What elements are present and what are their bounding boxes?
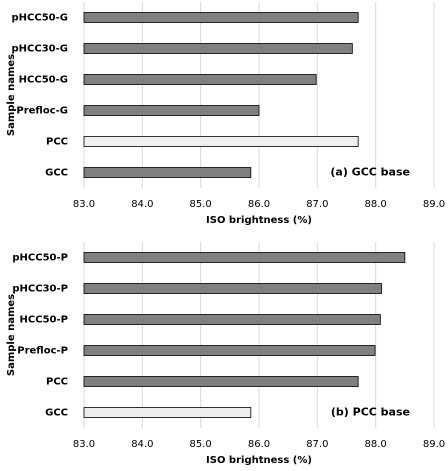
y-tick-label: HCC50-G <box>19 75 68 86</box>
y-tick-label: pHCC30-P <box>12 284 68 295</box>
x-tick-label: 86.0 <box>248 199 270 210</box>
y-tick-label: pHCC50-P <box>12 253 68 264</box>
x-axis-label: ISO brightness (%) <box>206 455 312 466</box>
x-axis-label: ISO brightness (%) <box>206 215 312 226</box>
bar <box>83 105 260 116</box>
bar <box>83 283 382 294</box>
y-axis-label: Sample names <box>6 54 17 136</box>
bar <box>83 12 359 23</box>
annotation: (b) PCC base <box>331 406 410 419</box>
y-tick-label: GCC <box>45 168 68 179</box>
bar <box>83 74 317 85</box>
y-tick-label: Prefloc-G <box>16 106 68 117</box>
bar <box>83 376 359 387</box>
x-tick-label: 87.0 <box>306 439 328 450</box>
bar <box>83 314 381 325</box>
x-tick-label: 83.0 <box>73 439 95 450</box>
x-tick-label: 84.0 <box>131 199 153 210</box>
bar <box>83 252 406 263</box>
annotation: (a) GCC base <box>330 166 410 179</box>
y-tick-label: pHCC50-G <box>12 13 68 24</box>
x-tick-label: 85.0 <box>190 439 212 450</box>
bar <box>83 167 252 178</box>
x-tick-label: 86.0 <box>248 439 270 450</box>
x-tick-label: 89.0 <box>423 199 445 210</box>
y-tick-label: PCC <box>46 377 68 388</box>
x-tick-label: 84.0 <box>131 439 153 450</box>
y-tick-label: pHCC30-G <box>12 44 68 55</box>
y-axis-label: Sample names <box>6 294 17 376</box>
y-tick-label: Prefloc-P <box>17 346 68 357</box>
y-tick-label: HCC50-P <box>20 315 68 326</box>
x-tick-label: 85.0 <box>190 199 212 210</box>
bar <box>83 345 376 356</box>
y-tick-label: GCC <box>45 408 68 419</box>
y-tick-label: PCC <box>46 137 68 148</box>
x-tick-label: 87.0 <box>306 199 328 210</box>
bar <box>83 136 359 147</box>
x-tick-label: 88.0 <box>365 439 387 450</box>
bar <box>83 43 353 54</box>
x-tick-label: 88.0 <box>365 199 387 210</box>
bar <box>83 407 252 418</box>
x-tick-label: 89.0 <box>423 439 445 450</box>
x-tick-label: 83.0 <box>73 199 95 210</box>
